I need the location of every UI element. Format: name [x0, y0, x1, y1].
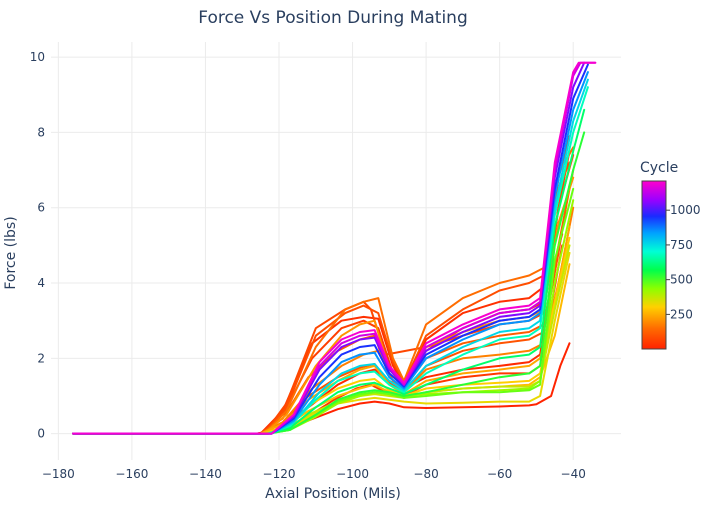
series-line-cycle-1150 — [72, 61, 597, 435]
series-line-cycle-850 — [72, 71, 589, 435]
colorbar-title: Cycle — [640, 160, 678, 176]
y-axis-title: Force (lbs) — [3, 216, 19, 289]
series-line-cycle-600 — [72, 108, 586, 435]
series-line-cycle-760 — [72, 78, 589, 435]
series-line-cycle-90 — [72, 161, 571, 435]
colorbar-tick-label: 1000 — [670, 203, 701, 217]
y-tick-label: 6 — [37, 201, 45, 215]
series-line-cycle-330 — [72, 251, 571, 435]
grid-layer — [51, 42, 621, 460]
series-line-cycle-1050 — [72, 61, 586, 435]
x-tick-label: −140 — [189, 467, 222, 481]
chart-title: Force Vs Position During Mating — [198, 8, 467, 28]
colorbar-tick-label: 750 — [670, 238, 693, 252]
y-tick-label: 8 — [37, 125, 45, 139]
x-tick-label: −180 — [42, 467, 75, 481]
x-tick-label: −60 — [487, 467, 512, 481]
x-tick-label: −120 — [263, 467, 296, 481]
series-line-cycle-950 — [72, 63, 589, 435]
series-layer — [72, 61, 597, 435]
series-line-cycle-530 — [72, 131, 586, 435]
axis-layer: −180 −160 −140 −120 −100 −80 −60 −40 0 2 4 6 8 10 — [30, 50, 586, 481]
x-tick-label: −80 — [413, 467, 438, 481]
y-tick-label: 0 — [37, 427, 45, 441]
colorbar-gradient — [641, 180, 667, 350]
x-tick-label: −100 — [336, 467, 369, 481]
x-tick-label: −40 — [561, 467, 586, 481]
y-tick-label: 4 — [37, 276, 45, 290]
y-tick-label: 2 — [37, 351, 45, 365]
series-line-cycle-1200 — [72, 61, 597, 435]
colorbar-tick-label: 500 — [670, 273, 693, 287]
series-line-cycle-150 — [72, 146, 575, 435]
y-tick-label: 10 — [30, 50, 45, 64]
colorbar-legend: Cycle 250 500 750 1000 — [640, 160, 701, 350]
x-axis-title: Axial Position (Mils) — [265, 486, 401, 502]
colorbar-tick-label: 250 — [670, 307, 693, 321]
x-tick-label: −160 — [115, 467, 148, 481]
